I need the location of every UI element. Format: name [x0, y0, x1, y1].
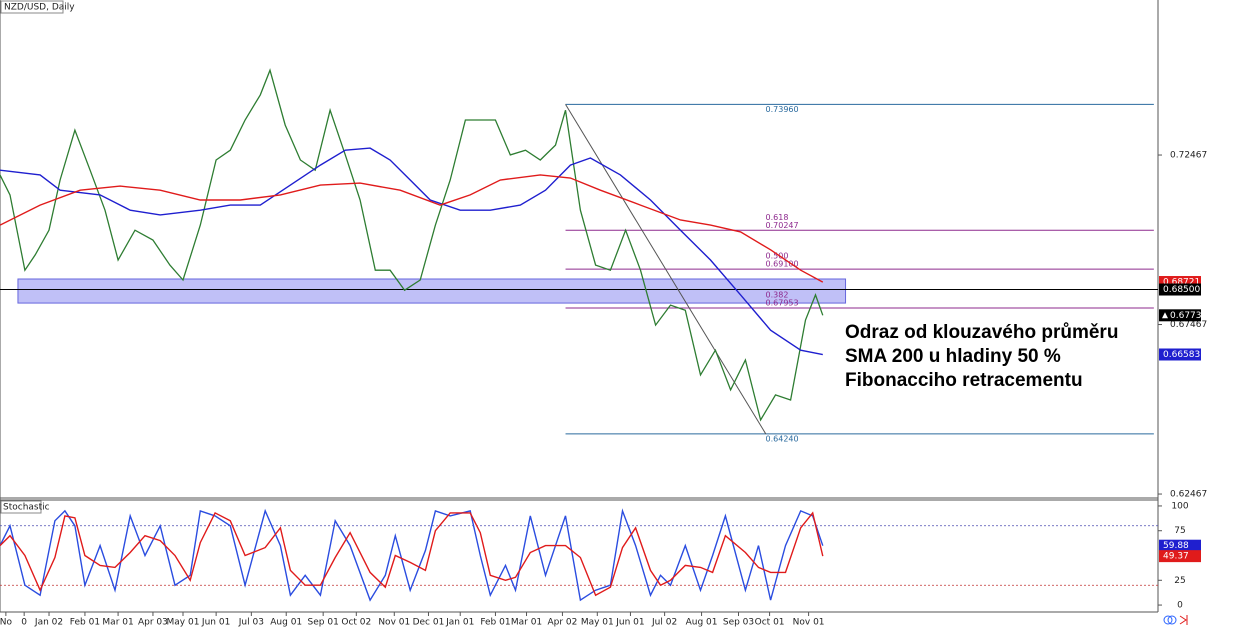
- icon[interactable]: [1179, 615, 1188, 625]
- price-badge-label: 0.68500: [1163, 285, 1200, 295]
- x-tick-label: Dec 01: [413, 618, 445, 628]
- fib-level: 0.618: [766, 213, 789, 222]
- annotation: SMA 200 u hladiny 50 %: [845, 346, 1061, 367]
- annotation: Odraz od klouzavého průměru: [845, 322, 1118, 343]
- x-tick-label: Aug 01: [270, 618, 302, 628]
- x-tick-label: Sep 01: [308, 618, 339, 628]
- y-tick-label: 0.62467: [1170, 490, 1207, 500]
- y-tick-label: 75: [1174, 526, 1185, 536]
- value-badge: [1159, 539, 1201, 552]
- icon[interactable]: [1167, 615, 1177, 625]
- support-zone: [17, 278, 847, 304]
- chart-title: NZD/USD, Daily: [4, 3, 75, 13]
- price-badge: [1159, 348, 1201, 361]
- x-tick-label: Jan 02: [34, 618, 63, 628]
- fib-price: 0.69100: [766, 260, 799, 269]
- fib-level: 0.382: [766, 291, 789, 300]
- x-tick-label: No: [0, 618, 12, 628]
- value-badge-label: 59.88: [1163, 541, 1189, 551]
- y-tick-label: 0: [1177, 601, 1183, 611]
- price-badge: [1159, 309, 1201, 322]
- y-tick-label: 100: [1171, 501, 1188, 511]
- x-tick-label: Nov 01: [378, 618, 410, 628]
- x-tick-label: Nov 01: [793, 618, 825, 628]
- x-tick-label: May 01: [167, 618, 200, 628]
- annotation: Fibonacciho retracementu: [845, 370, 1083, 391]
- x-tick-label: Oct 01: [755, 618, 785, 628]
- fib-level: 0.500: [766, 252, 789, 261]
- trend-line: [565, 104, 767, 435]
- value-badge-label: 49.37: [1163, 552, 1189, 562]
- fib-price: 0.64240: [766, 434, 799, 443]
- toolbar-icons: [1163, 615, 1188, 625]
- x-tick-label: Apr 02: [547, 618, 577, 628]
- x-tick-label: Mar 01: [511, 618, 542, 628]
- title-box: [0, 500, 42, 514]
- price-badge-label: 0.67739: [1170, 311, 1207, 321]
- price-badge-label: 0.66583: [1163, 350, 1200, 360]
- panel-title: Stochastic: [3, 503, 50, 513]
- fib-price: 0.73960: [766, 105, 799, 114]
- x-tick-label: Feb 01: [70, 618, 100, 628]
- x-tick-label: Oct 02: [341, 618, 371, 628]
- x-tick-label: Jul 03: [238, 618, 264, 628]
- x-tick-label: Jan 01: [445, 618, 474, 628]
- x-tick-label: Jun 01: [615, 618, 644, 628]
- x-tick-label: Sep 03: [723, 618, 754, 628]
- x-tick-label: May 01: [581, 618, 614, 628]
- title-box: [0, 0, 64, 14]
- x-tick-label: Aug 01: [686, 618, 718, 628]
- price-badge-label: 0.68721: [1163, 278, 1200, 288]
- fib-price: 0.70247: [766, 221, 799, 230]
- value-badge: [1159, 550, 1201, 563]
- x-tick-label: Jul 02: [651, 618, 677, 628]
- series-line: [0, 508, 824, 602]
- fib-price: 0.67953: [766, 299, 799, 308]
- icon[interactable]: [1163, 615, 1173, 625]
- y-tick-label: 0.72467: [1170, 151, 1207, 161]
- price-marker: [1162, 312, 1168, 319]
- x-tick-label: Jun 01: [201, 618, 230, 628]
- series-line: [0, 174, 824, 283]
- y-tick-label: 25: [1174, 576, 1185, 586]
- series-line: [0, 147, 823, 356]
- x-tick-label: 0: [21, 618, 27, 628]
- x-tick-label: Apr 03: [138, 618, 168, 628]
- series-line: [0, 68, 824, 422]
- series-line: [0, 511, 824, 597]
- x-tick-label: Feb 01: [480, 618, 510, 628]
- price-badge: [1159, 283, 1201, 296]
- y-tick-label: 0.67467: [1170, 320, 1207, 330]
- x-tick-label: Mar 01: [102, 618, 133, 628]
